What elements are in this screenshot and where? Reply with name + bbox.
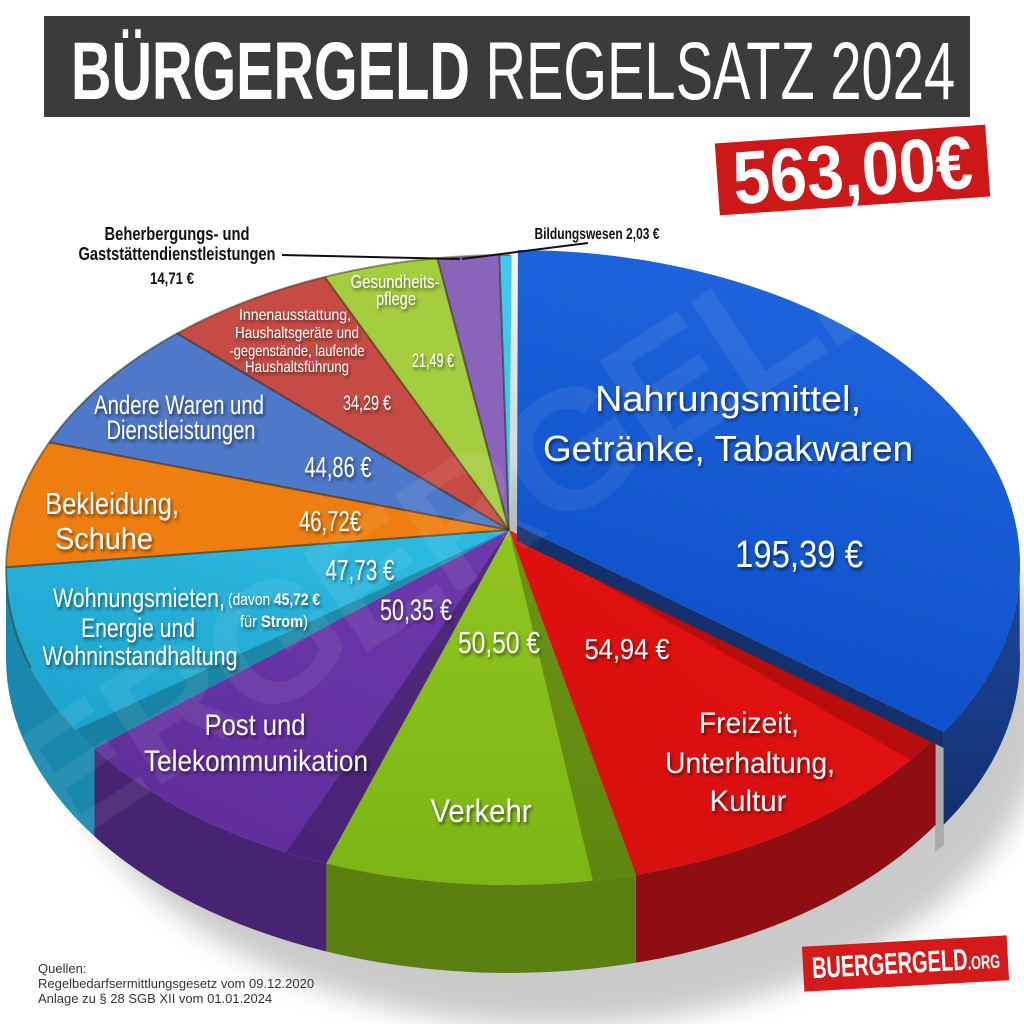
svg-text:21,49 €: 21,49 € — [412, 351, 454, 372]
svg-text:Haushaltsführung: Haushaltsführung — [245, 359, 349, 376]
svg-text:(davon 45,72 €: (davon 45,72 € — [228, 590, 320, 609]
svg-text:Quellen:: Quellen: — [38, 961, 86, 976]
svg-text:34,29 €: 34,29 € — [343, 392, 391, 415]
svg-text:Innenausstattung,: Innenausstattung, — [239, 307, 351, 324]
svg-text:Andere Waren und: Andere Waren und — [94, 390, 264, 420]
svg-text:Regelbedarfsermittlungsgesetz: Regelbedarfsermittlungsgesetz vom 09.12.… — [38, 976, 314, 991]
svg-text:50,50 €: 50,50 € — [458, 625, 540, 660]
svg-text:Unterhaltung,: Unterhaltung, — [665, 747, 835, 780]
svg-text:Kultur: Kultur — [710, 785, 787, 818]
svg-text:Gaststättendienstleistungen: Gaststättendienstleistungen — [79, 244, 276, 264]
svg-text:14,71 €: 14,71 € — [150, 269, 194, 288]
svg-text:54,94 €: 54,94 € — [585, 634, 670, 666]
svg-text:Freizeit,: Freizeit, — [699, 707, 799, 740]
svg-text:für Strom): für Strom) — [240, 612, 308, 631]
svg-text:Bekleidung,: Bekleidung, — [45, 486, 179, 521]
svg-text:Nahrungsmittel,: Nahrungsmittel, — [595, 378, 861, 419]
svg-text:Wohnungsmieten,: Wohnungsmieten, — [53, 583, 225, 613]
svg-text:Dienstleistungen: Dienstleistungen — [107, 415, 256, 445]
svg-text:46,72€: 46,72€ — [299, 506, 361, 538]
svg-text:50,35 €: 50,35 € — [380, 594, 452, 627]
svg-text:Beherbergungs- und: Beherbergungs- und — [105, 224, 250, 244]
svg-text:-gegenstände, laufende: -gegenstände, laufende — [230, 343, 365, 360]
svg-text:Gesundheits-: Gesundheits- — [351, 272, 440, 292]
svg-text:195,39 €: 195,39 € — [735, 534, 863, 576]
svg-text:Anlage zu § 28 SGB XII vom 01.: Anlage zu § 28 SGB XII vom 01.01.2024 — [38, 991, 272, 1006]
svg-text:Wohninstandhaltung: Wohninstandhaltung — [43, 641, 238, 671]
svg-text:Getränke, Tabakwaren: Getränke, Tabakwaren — [543, 428, 913, 469]
svg-text:47,73 €: 47,73 € — [326, 555, 395, 587]
svg-text:Post und: Post und — [205, 709, 306, 742]
svg-text:44,86 €: 44,86 € — [305, 452, 372, 484]
svg-text:Haushaltsgeräte und: Haushaltsgeräte und — [235, 325, 359, 342]
svg-text:Energie und: Energie und — [81, 613, 195, 643]
svg-text:Schuhe: Schuhe — [55, 521, 153, 556]
svg-text:pflege: pflege — [376, 289, 416, 309]
svg-text:Bildungswesen 2,03 €: Bildungswesen 2,03 € — [535, 226, 660, 243]
svg-text:Telekommunikation: Telekommunikation — [144, 745, 368, 778]
svg-text:Verkehr: Verkehr — [431, 793, 532, 829]
